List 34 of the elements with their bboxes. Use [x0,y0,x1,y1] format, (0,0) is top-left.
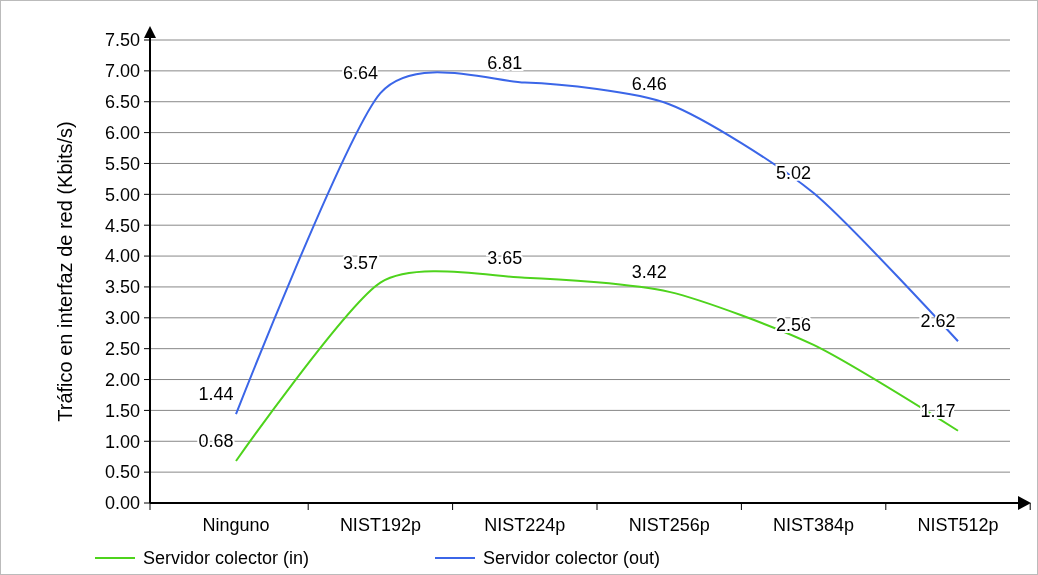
x-tick-label: NIST512p [917,515,999,535]
data-label: 3.57 [342,252,378,273]
x-tick-label: NIST256p [628,515,710,535]
text: 3.50 [104,277,140,298]
y-axis-title: Tráfico en interfaz de red (Kbits/s) [54,121,76,422]
x-tick-label: NIST384p [773,515,855,535]
data-label: 1.44 [198,384,234,405]
data-label: 3.42 [631,261,667,282]
x-tick-label: NIST192p [339,515,421,535]
text: 0.00 [104,493,140,514]
text: 6.50 [104,92,140,113]
text: 5.50 [104,153,140,174]
legend-label: Servidor colector (out) [483,548,661,569]
data-label: 0.68 [198,431,234,452]
x-tick-label: Ninguno [202,515,270,535]
text: 1.00 [104,431,140,452]
data-label: 3.65 [487,247,523,268]
text: 7.00 [104,61,140,82]
data-label: 6.64 [342,63,378,84]
legend-label: Servidor colector (in) [143,548,310,569]
text: 2.50 [104,338,140,359]
text: 2.00 [104,369,140,390]
text: 5.00 [104,184,140,205]
text: 7.50 [104,30,140,51]
text: 4.50 [104,215,140,236]
text: 4.00 [104,246,140,267]
text: 1.50 [104,400,140,421]
text: 6.00 [104,122,140,143]
text: 0.50 [104,462,140,483]
x-tick-label: NIST224p [484,515,566,535]
text: 3.00 [104,308,140,329]
data-label: 6.46 [631,74,667,95]
data-label: 6.81 [487,52,523,73]
data-label: 2.56 [776,314,812,335]
